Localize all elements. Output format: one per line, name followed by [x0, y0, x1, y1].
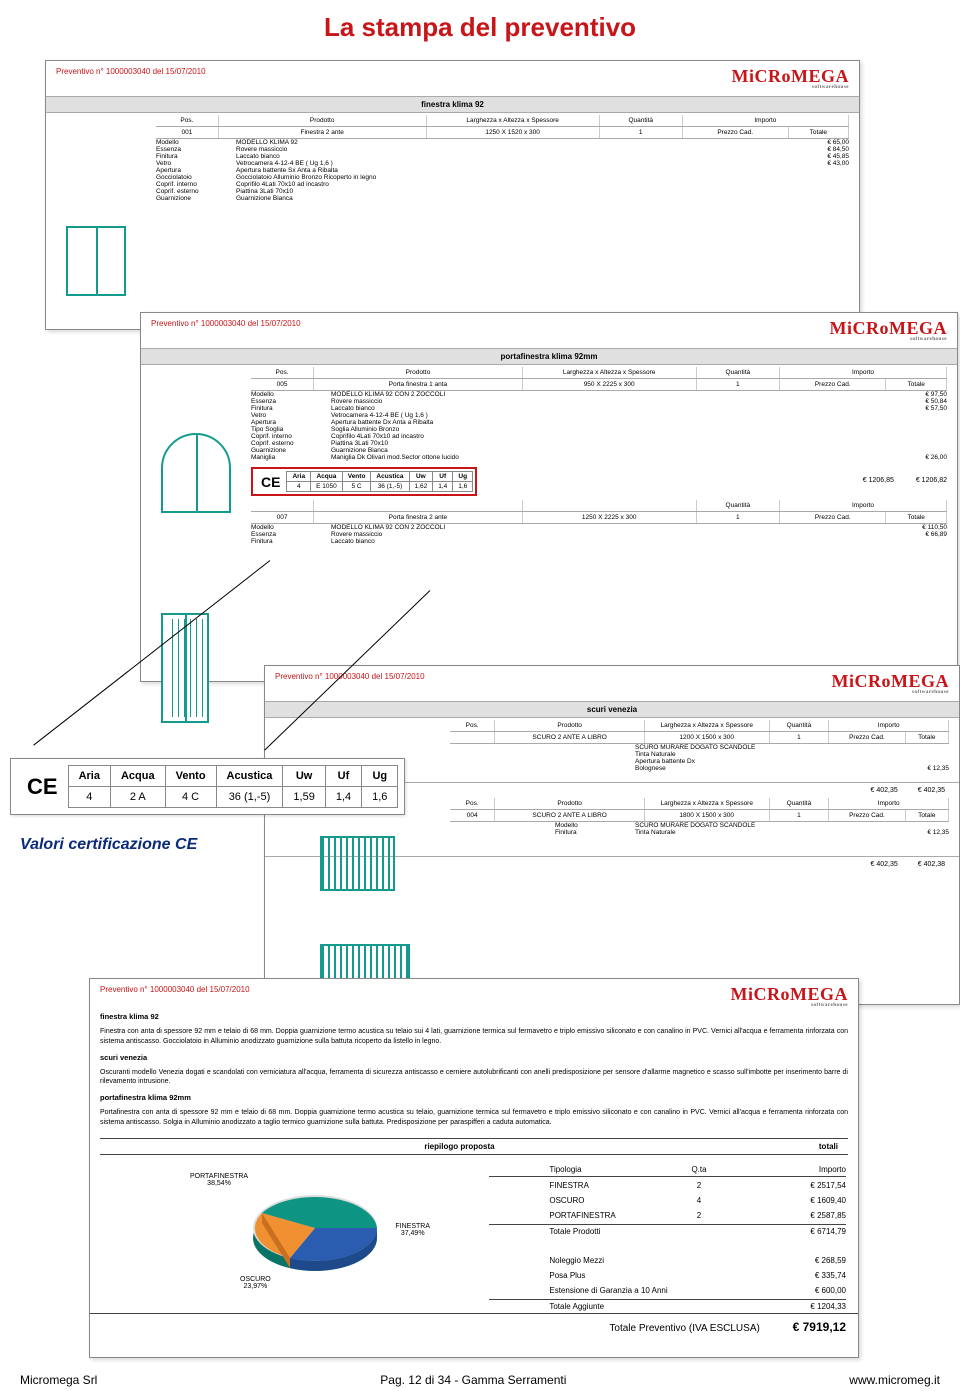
- ce-mark-icon: CE: [17, 774, 68, 800]
- pie-label-oscuro: OSCURO23,97%: [240, 1276, 271, 1290]
- page-title: La stampa del preventivo: [0, 0, 960, 51]
- logo: MiCRoMEGAsoftwarehouse: [732, 67, 849, 90]
- spec-list-2: ModelloMODELLO KLIMA 92 CON 2 ZOCCOLI€ 1…: [141, 524, 957, 545]
- section-title: finestra klima 92: [46, 96, 859, 113]
- ce-mark-icon: CE: [255, 474, 286, 490]
- grand-total: Totale Preventivo (IVA ESCLUSA) € 7919,1…: [90, 1313, 858, 1342]
- logo: MiCRoMEGAsoftwarehouse: [832, 672, 949, 695]
- spec-list: ModelloMODELLO KLIMA 92 CON 2 ZOCCOLI€ 9…: [141, 391, 957, 461]
- preview-doc-4: Preventivo n° 1000003040 del 15/07/2010 …: [89, 978, 859, 1358]
- riepilogo-title: riepilogo propostatotali: [100, 1138, 848, 1155]
- window-icon-tall: [161, 613, 209, 723]
- prev-num: Preventivo n° 1000003040 del 15/07/2010: [151, 319, 301, 328]
- page-footer: Micromega Srl Pag. 12 di 34 - Gamma Serr…: [0, 1372, 960, 1387]
- preview-doc-1: Preventivo n° 1000003040 del 15/07/2010 …: [45, 60, 860, 330]
- pie-label-finestra: FINESTRA37,49%: [395, 1223, 430, 1237]
- ce-values-box: CE AriaAcquaVentoAcusticaUwUfUg 4E 10505…: [251, 467, 477, 496]
- prev-num: Preventivo n° 1000003040 del 15/07/2010: [56, 67, 206, 76]
- caption-ce-values: Valori certificazione CE: [20, 836, 197, 854]
- prev-num: Preventivo n° 1000003040 del 15/07/2010: [100, 985, 250, 994]
- section-title: portafinestra klima 92mm: [141, 348, 957, 365]
- pie-label-porta: PORTAFINESTRA38,54%: [190, 1173, 248, 1187]
- footer-center: Pag. 12 di 34 - Gamma Serramenti: [380, 1373, 566, 1387]
- window-icon-arched: [161, 433, 231, 513]
- prev-num: Preventivo n° 1000003040 del 15/07/2010: [275, 672, 425, 681]
- pie-chart: PORTAFINESTRA38,54% FINESTRA37,49% OSCUR…: [230, 1178, 400, 1278]
- ce-table: AriaAcquaVentoAcusticaUwUfUg 4E 10505 C3…: [286, 471, 473, 492]
- product-header-table-2: Pos.ProdottoLarghezza x Altezza x Spesso…: [450, 798, 949, 822]
- ce-zoom-callout: CE AriaAcquaVentoAcusticaUwUfUg 42 A4 C3…: [10, 758, 405, 815]
- preview-doc-3: Preventivo n° 1000003040 del 15/07/2010 …: [264, 665, 960, 1005]
- spec-list-2: ModelloSCURO MURARE DOGATO SCANDOLEFinit…: [265, 822, 959, 836]
- footer-left: Micromega Srl: [20, 1373, 97, 1387]
- product-header-table: Pos.ProdottoLarghezza x Altezza x Spesso…: [450, 720, 949, 744]
- product-header-table-2: QuantitàImporto 007Porta finestra 2 ante…: [251, 500, 947, 524]
- product-header-table: Pos. Prodotto Larghezza x Altezza x Spes…: [156, 115, 849, 139]
- footer-right: www.micromeg.it: [849, 1373, 940, 1387]
- ce-zoom-table: AriaAcquaVentoAcusticaUwUfUg 42 A4 C36 (…: [68, 765, 399, 808]
- totals-table: TipologiaQ.taImporto FINESTRA2€ 2517,54O…: [489, 1161, 858, 1313]
- section-title: scuri venezia: [265, 701, 959, 718]
- logo: MiCRoMEGAsoftwarehouse: [830, 319, 947, 342]
- logo: MiCRoMEGAsoftwarehouse: [731, 985, 848, 1008]
- preview-doc-2: Preventivo n° 1000003040 del 15/07/2010 …: [140, 312, 958, 682]
- product-header-table: Pos. Prodotto Larghezza x Altezza x Spes…: [251, 367, 947, 391]
- window-icon: [66, 226, 126, 296]
- shutter-icon: [320, 836, 395, 891]
- spec-list: ModelloMODELLO KLIMA 92€ 65,00EssenzaRov…: [46, 139, 859, 202]
